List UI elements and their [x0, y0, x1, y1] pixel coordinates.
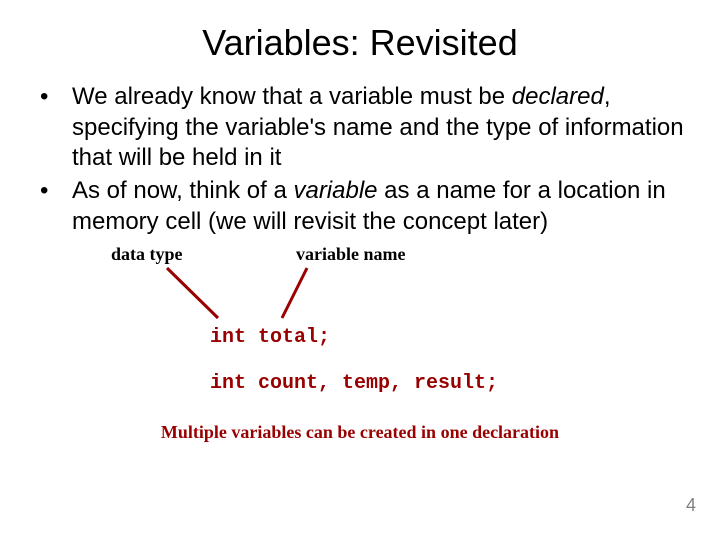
text-emphasis: variable [293, 177, 377, 204]
code-line-1: int total; [210, 326, 330, 349]
text-run: As of now, think of a [72, 177, 293, 204]
page-number: 4 [686, 495, 696, 516]
bullet-text: As of now, think of a variable as a name… [72, 176, 690, 237]
code-diagram: data type variable name int total; int c… [0, 244, 720, 454]
text-emphasis: declared [512, 83, 604, 110]
bullet-item: • We already know that a variable must b… [38, 82, 690, 174]
code-line-2: int count, temp, result; [210, 372, 498, 395]
slide-title: Variables: Revisited [0, 0, 720, 82]
bullet-item: • As of now, think of a variable as a na… [38, 176, 690, 237]
bullet-text: We already know that a variable must be … [72, 82, 690, 174]
arrow-line [282, 268, 307, 318]
diagram-footnote: Multiple variables can be created in one… [0, 422, 720, 443]
bullet-list: • We already know that a variable must b… [0, 82, 720, 238]
text-run: We already know that a variable must be [72, 83, 512, 110]
bullet-marker: • [38, 176, 72, 207]
bullet-marker: • [38, 82, 72, 113]
arrow-varname [0, 244, 720, 334]
